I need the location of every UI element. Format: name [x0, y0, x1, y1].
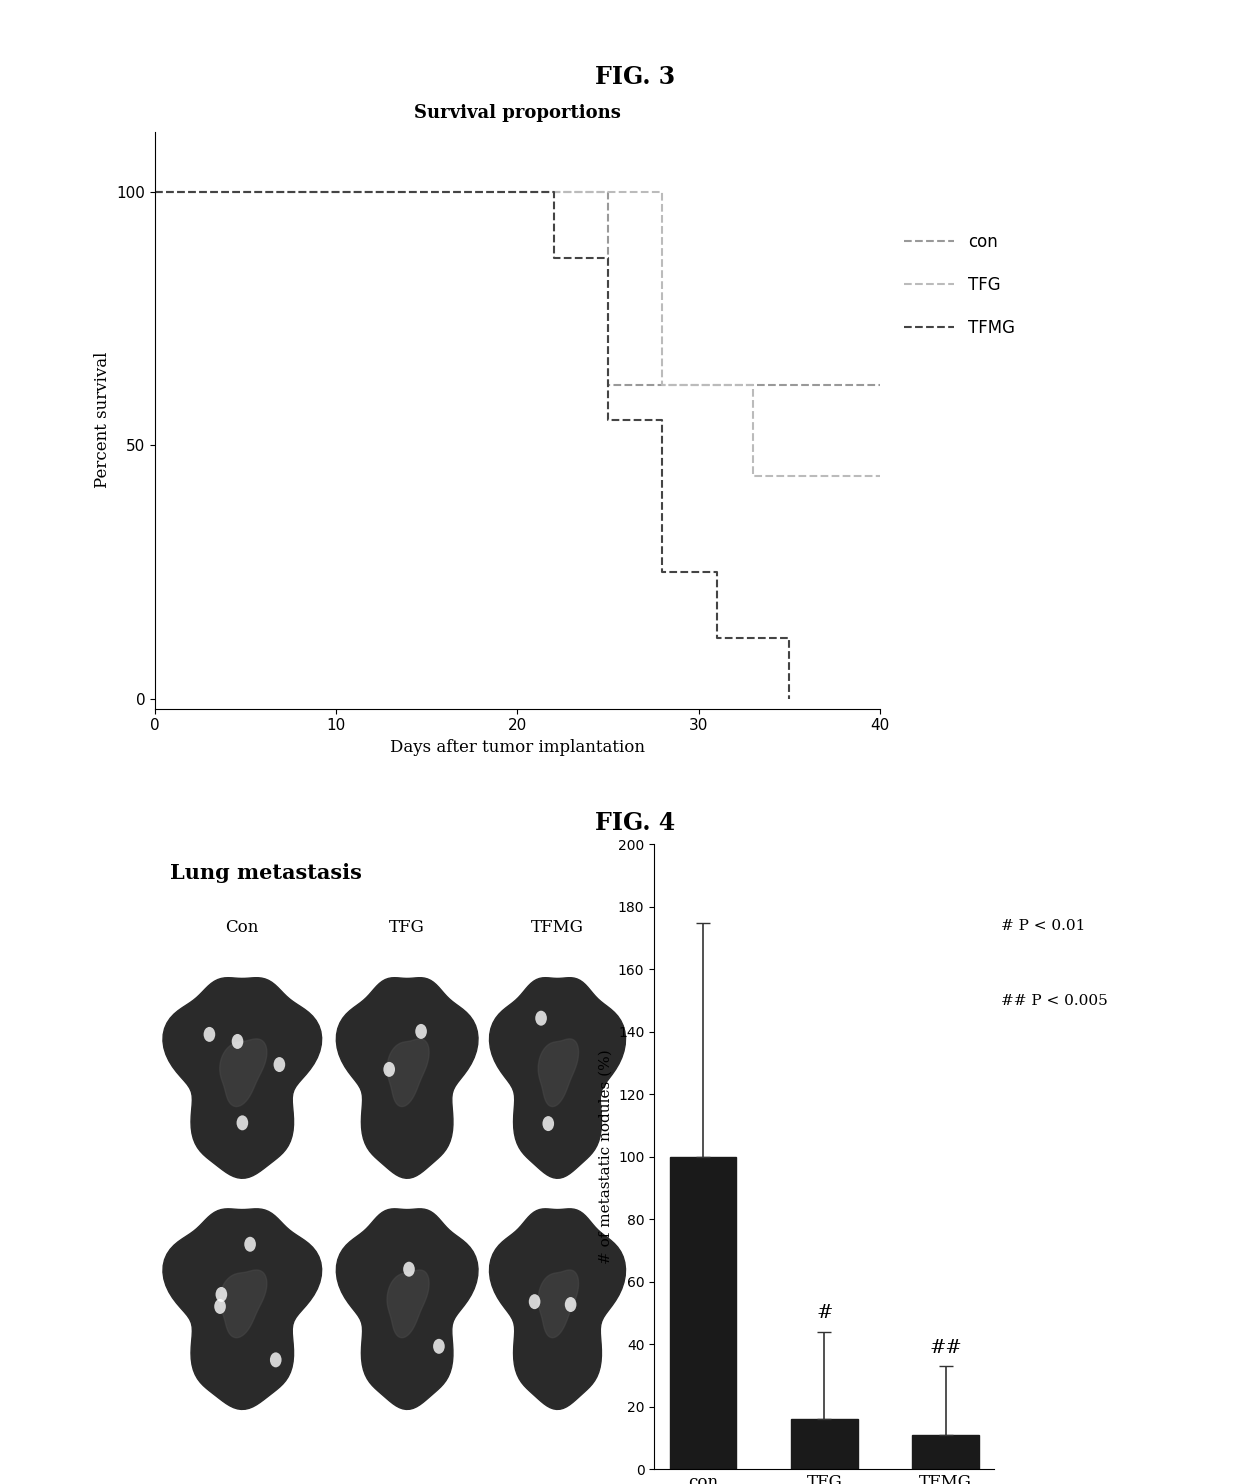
- TFG: [600, 184, 615, 202]
- TFMG: [709, 629, 724, 647]
- TFMG: [655, 562, 670, 580]
- Legend: con, TFG, TFMG: con, TFG, TFMG: [898, 227, 1022, 344]
- TFMG: [709, 562, 724, 580]
- Polygon shape: [219, 1039, 267, 1107]
- Circle shape: [232, 1034, 243, 1049]
- Title: Survival proportions: Survival proportions: [414, 104, 621, 122]
- Text: # P < 0.01: # P < 0.01: [1001, 920, 1085, 933]
- Polygon shape: [162, 1209, 321, 1410]
- Circle shape: [542, 1116, 554, 1131]
- Circle shape: [536, 1011, 547, 1025]
- TFMG: [600, 411, 615, 429]
- TFG: [745, 467, 760, 485]
- Circle shape: [215, 1298, 226, 1313]
- TFMG: [547, 249, 562, 267]
- Polygon shape: [538, 1270, 579, 1337]
- TFMG: [547, 184, 562, 202]
- Bar: [670, 1158, 737, 1469]
- con: [873, 375, 888, 393]
- con: [600, 375, 615, 393]
- Polygon shape: [219, 1270, 267, 1337]
- Circle shape: [203, 1027, 216, 1042]
- Polygon shape: [387, 1039, 429, 1107]
- Circle shape: [433, 1339, 445, 1353]
- X-axis label: Days after tumor implantation: Days after tumor implantation: [389, 739, 645, 755]
- Bar: [913, 1435, 980, 1469]
- TFG: [655, 375, 670, 393]
- Text: Con: Con: [226, 920, 259, 936]
- TFMG: [782, 690, 797, 708]
- TFMG: [782, 629, 797, 647]
- Line: TFG: TFG: [155, 193, 880, 476]
- TFMG: [655, 411, 670, 429]
- Circle shape: [383, 1063, 396, 1077]
- Text: TFG: TFG: [389, 920, 425, 936]
- TFG: [873, 467, 888, 485]
- TFG: [600, 184, 615, 202]
- Polygon shape: [387, 1270, 429, 1337]
- Circle shape: [415, 1024, 427, 1039]
- Polygon shape: [162, 978, 321, 1178]
- Polygon shape: [538, 1039, 579, 1107]
- Polygon shape: [490, 978, 625, 1178]
- Circle shape: [244, 1236, 255, 1252]
- Circle shape: [403, 1261, 415, 1276]
- Bar: [791, 1419, 858, 1469]
- Line: con: con: [155, 193, 880, 384]
- Circle shape: [564, 1297, 577, 1312]
- con: [600, 184, 615, 202]
- Circle shape: [237, 1116, 248, 1131]
- Circle shape: [274, 1057, 285, 1071]
- Text: FIG. 3: FIG. 3: [595, 65, 676, 89]
- Y-axis label: # of metastatic nodules (%): # of metastatic nodules (%): [599, 1049, 613, 1264]
- Text: #: #: [816, 1304, 832, 1322]
- TFG: [745, 375, 760, 393]
- con: [873, 375, 888, 393]
- Polygon shape: [490, 1209, 625, 1410]
- Polygon shape: [336, 978, 479, 1178]
- con: [148, 184, 162, 202]
- Circle shape: [270, 1352, 281, 1367]
- Y-axis label: Percent survival: Percent survival: [94, 352, 110, 488]
- Text: FIG. 4: FIG. 4: [595, 810, 676, 835]
- TFG: [148, 184, 162, 202]
- Text: Lung metastasis: Lung metastasis: [170, 864, 361, 883]
- Polygon shape: [336, 1209, 479, 1410]
- con: [510, 184, 525, 202]
- Circle shape: [528, 1294, 541, 1309]
- Text: ## P < 0.005: ## P < 0.005: [1001, 994, 1107, 1009]
- TFMG: [600, 249, 615, 267]
- TFMG: [148, 184, 162, 202]
- con: [510, 184, 525, 202]
- Line: TFMG: TFMG: [155, 193, 790, 699]
- Circle shape: [216, 1287, 227, 1301]
- TFG: [873, 467, 888, 485]
- TFG: [655, 184, 670, 202]
- Text: TFMG: TFMG: [531, 920, 584, 936]
- Text: ##: ##: [929, 1339, 962, 1356]
